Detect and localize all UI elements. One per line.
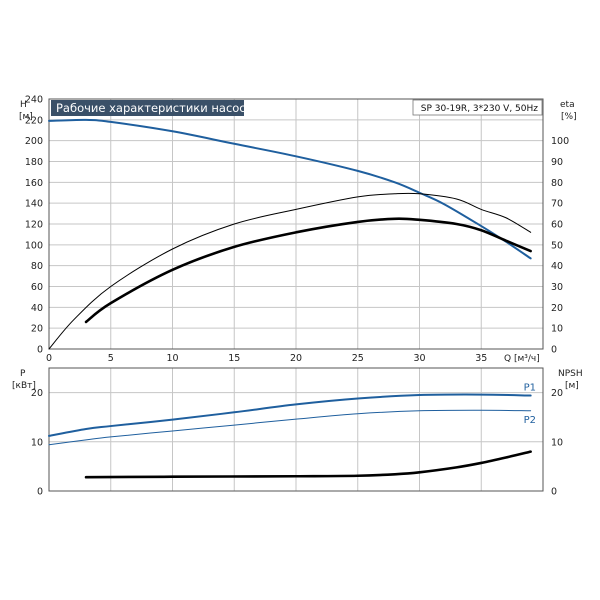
y-tick-label: 220	[25, 115, 43, 126]
model-box	[412, 99, 543, 116]
x-tick-label: 25	[352, 353, 364, 364]
npsh-tick-label: 10	[551, 437, 563, 448]
y-tick-label: 60	[31, 282, 43, 293]
y-tick-label: 140	[25, 199, 43, 210]
y2-axis-unit-npsh: [м]	[565, 381, 579, 391]
y-tick-label: 180	[25, 157, 43, 168]
y2-tick-label: 100	[551, 136, 569, 147]
y-tick-label: 120	[25, 220, 43, 231]
top-series-2-line	[84, 217, 532, 324]
top-panel-frame	[48, 98, 544, 350]
x-tick-label: 20	[290, 353, 302, 364]
y-tick-label: 80	[31, 261, 43, 272]
y-tick-label: 20	[31, 324, 43, 335]
y2-tick-label: 30	[551, 282, 563, 293]
x-tick-label: 30	[413, 353, 425, 364]
y-tick-label: 40	[31, 303, 43, 314]
x-tick-label: 15	[228, 353, 240, 364]
p-tick-label: 10	[31, 437, 43, 448]
y2-axis-label-npsh: NPSH	[558, 369, 583, 379]
model-label: SP 30-19R, 3*230 V, 50Hz	[421, 104, 538, 114]
y2-tick-label: 50	[551, 240, 563, 251]
curves	[48, 118, 532, 479]
y-tick-label: 0	[37, 345, 43, 356]
y-tick-label: 240	[25, 95, 43, 106]
bottom-series-2-line	[84, 450, 532, 479]
series-label-p2: P2	[524, 415, 536, 426]
x-tick-label: 0	[46, 353, 52, 364]
p-tick-label: 0	[37, 487, 43, 498]
y-axis-unit-p: [кВт]	[12, 381, 36, 391]
y-axis-label-h: H	[20, 100, 27, 110]
y2-tick-label: 20	[551, 303, 563, 314]
y2-axis-label-eta: eta	[560, 100, 575, 110]
y2-axis-unit-eta: [%]	[561, 112, 577, 122]
y2-tick-label: 40	[551, 261, 563, 272]
chart-title-box	[51, 100, 244, 116]
x-axis-label-q: Q [м³/ч]	[504, 354, 540, 364]
series-labels: P1 P2	[524, 383, 536, 426]
y-tick-label: 160	[25, 178, 43, 189]
y2-tick-label: 60	[551, 220, 563, 231]
chart-title: Рабочие характеристики насоса	[56, 101, 253, 115]
bottom-series-p1-line	[48, 393, 532, 437]
y2-tick-label: 80	[551, 178, 563, 189]
npsh-tick-label: 20	[551, 388, 563, 399]
y2-tick-label: 10	[551, 324, 563, 335]
y-axis-label-p: P	[20, 369, 26, 379]
top-series-0-line	[48, 118, 532, 260]
bottom-panel-grid	[49, 368, 543, 491]
x-tick-label: 10	[166, 353, 178, 364]
tick-labels: 0 5 10 15 20 25 30 3502040608010012014016018020…	[25, 95, 569, 498]
x-tick-label: 35	[475, 353, 487, 364]
x-tick-label: 5	[108, 353, 114, 364]
p-tick-label: 20	[31, 388, 43, 399]
npsh-tick-label: 0	[551, 487, 557, 498]
y2-tick-label: 90	[551, 157, 563, 168]
y-tick-label: 200	[25, 136, 43, 147]
series-label-p1: P1	[524, 383, 536, 394]
top-panel-grid	[49, 98, 543, 349]
y2-tick-label: 70	[551, 199, 563, 210]
y2-tick-label: 0	[551, 345, 557, 356]
bottom-series-p2-line	[48, 409, 532, 446]
top-series-1-line	[48, 192, 532, 350]
y-tick-label: 100	[25, 240, 43, 251]
bottom-panel-frame	[48, 367, 544, 492]
y-axis-unit-h: [м]	[19, 112, 33, 122]
